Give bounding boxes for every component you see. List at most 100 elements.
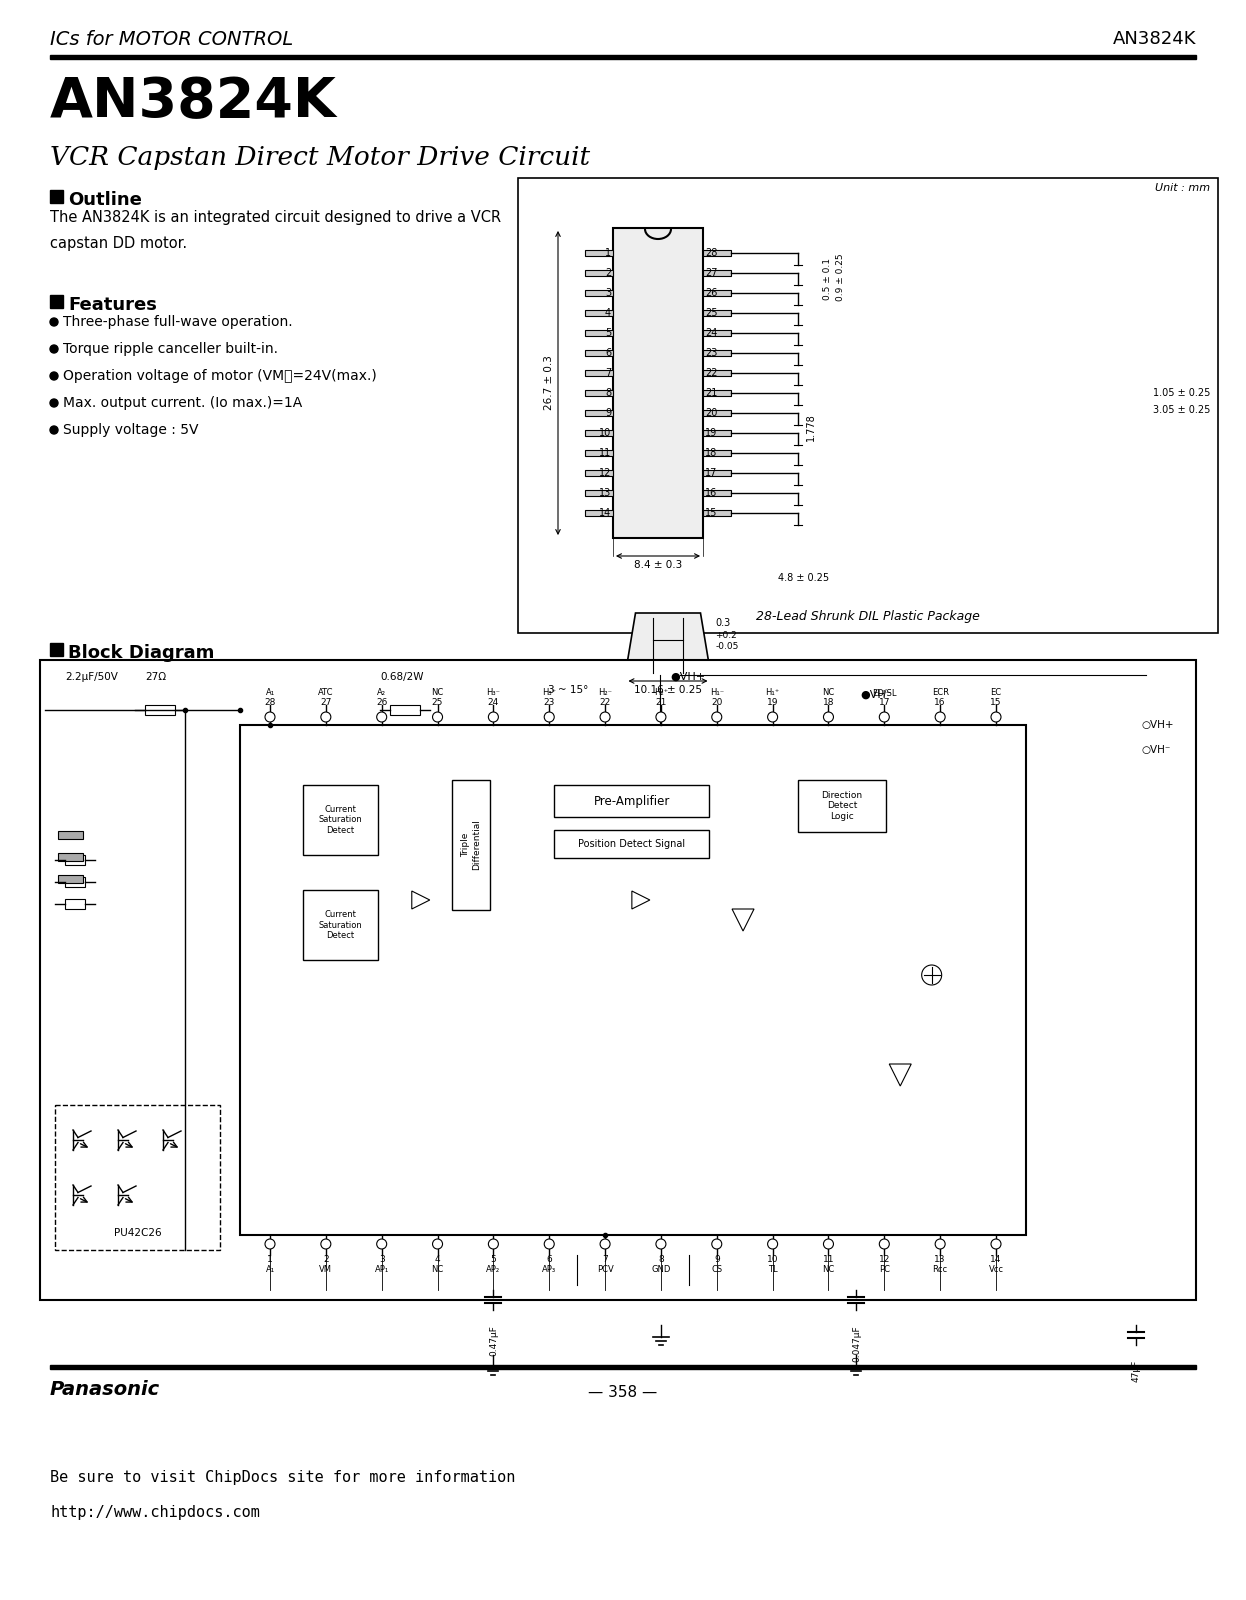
- Text: Position Detect Signal: Position Detect Signal: [578, 838, 685, 850]
- Text: VM: VM: [319, 1266, 333, 1274]
- Bar: [703, 430, 731, 435]
- Text: ○VH⁻: ○VH⁻: [1141, 746, 1170, 755]
- Text: 6: 6: [546, 1254, 552, 1264]
- Text: NC: NC: [431, 688, 444, 698]
- Text: — 358 —: — 358 —: [588, 1386, 658, 1400]
- Text: 22: 22: [705, 368, 718, 378]
- Bar: [50, 294, 64, 307]
- Bar: [586, 490, 613, 496]
- Text: Three-phase full-wave operation.: Three-phase full-wave operation.: [64, 315, 293, 330]
- Text: 4: 4: [435, 1254, 440, 1264]
- Text: 19: 19: [766, 698, 779, 707]
- Text: ●VH+: ●VH+: [670, 672, 705, 682]
- Text: H₁⁺: H₁⁺: [765, 688, 780, 698]
- Circle shape: [880, 712, 890, 722]
- Text: 8.4 ± 0.3: 8.4 ± 0.3: [634, 560, 682, 570]
- Bar: [65, 877, 85, 886]
- Text: 16: 16: [934, 698, 946, 707]
- Text: 27: 27: [320, 698, 331, 707]
- Circle shape: [488, 1238, 498, 1250]
- Bar: [303, 786, 378, 854]
- Text: VCR Capstan Direct Motor Drive Circuit: VCR Capstan Direct Motor Drive Circuit: [50, 146, 591, 170]
- Circle shape: [768, 712, 778, 722]
- Bar: [586, 270, 613, 275]
- Bar: [703, 410, 731, 416]
- Bar: [797, 781, 886, 832]
- Text: ED/SL: ED/SL: [872, 688, 897, 698]
- Text: 11: 11: [822, 1254, 835, 1264]
- Text: 15: 15: [991, 698, 1002, 707]
- Text: 18: 18: [822, 698, 835, 707]
- Text: 14: 14: [599, 509, 611, 518]
- Bar: [59, 853, 83, 861]
- Text: ○VH+: ○VH+: [1141, 720, 1174, 730]
- Bar: [55, 1106, 221, 1250]
- Text: 8: 8: [658, 1254, 664, 1264]
- Bar: [50, 643, 64, 656]
- Circle shape: [265, 1238, 275, 1250]
- Text: Pre-Amplifier: Pre-Amplifier: [593, 795, 670, 808]
- Text: Features: Features: [69, 296, 157, 314]
- Text: The AN3824K is an integrated circuit designed to drive a VCR
capstan DD motor.: The AN3824K is an integrated circuit des…: [50, 210, 501, 251]
- Text: 5: 5: [604, 328, 611, 338]
- Circle shape: [265, 712, 275, 722]
- Text: 25: 25: [705, 307, 718, 318]
- Text: A₁: A₁: [265, 688, 274, 698]
- Text: 5: 5: [491, 1254, 496, 1264]
- Circle shape: [711, 1238, 721, 1250]
- Circle shape: [545, 1238, 554, 1250]
- Text: Unit : mm: Unit : mm: [1155, 182, 1210, 194]
- Text: CS: CS: [711, 1266, 723, 1274]
- Text: AN3824K: AN3824K: [1113, 30, 1196, 48]
- Text: ECR: ECR: [932, 688, 948, 698]
- Text: H₂⁺: H₂⁺: [654, 688, 668, 698]
- Text: 28: 28: [264, 698, 275, 707]
- Text: 10.16 ± 0.25: 10.16 ± 0.25: [634, 685, 701, 694]
- Text: 3: 3: [604, 288, 611, 298]
- Text: Max. output current. (Io max.)=1A: Max. output current. (Io max.)=1A: [64, 395, 303, 410]
- Bar: [59, 875, 83, 883]
- Circle shape: [991, 1238, 1001, 1250]
- Text: 28-Lead Shrunk DIL Plastic Package: 28-Lead Shrunk DIL Plastic Package: [756, 610, 979, 622]
- Text: 7: 7: [604, 368, 611, 378]
- Bar: [703, 290, 731, 296]
- Text: 26: 26: [705, 288, 718, 298]
- Text: 9: 9: [714, 1254, 720, 1264]
- Bar: [50, 1365, 1196, 1370]
- Bar: [586, 470, 613, 477]
- Text: 16: 16: [705, 488, 718, 498]
- Text: 0.5 ± 0.1: 0.5 ± 0.1: [824, 258, 832, 301]
- Circle shape: [50, 318, 59, 326]
- Text: 12: 12: [878, 1254, 890, 1264]
- Text: Operation voltage of motor (VM）=24V(max.): Operation voltage of motor (VM）=24V(max.…: [64, 370, 376, 382]
- Text: 3.05 ± 0.25: 3.05 ± 0.25: [1153, 405, 1210, 414]
- Text: Be sure to visit ChipDocs site for more information: Be sure to visit ChipDocs site for more …: [50, 1470, 516, 1485]
- Bar: [303, 890, 378, 960]
- Bar: [554, 830, 709, 858]
- Text: ATC: ATC: [318, 688, 334, 698]
- Text: Direction
Detect
Logic: Direction Detect Logic: [821, 790, 862, 821]
- Circle shape: [655, 1238, 665, 1250]
- Bar: [50, 190, 64, 203]
- Text: 12: 12: [598, 467, 611, 478]
- Bar: [703, 470, 731, 477]
- Text: Supply voltage : 5V: Supply voltage : 5V: [64, 422, 198, 437]
- Text: 19: 19: [705, 427, 718, 438]
- Text: Block Diagram: Block Diagram: [69, 643, 214, 662]
- Bar: [40, 659, 1196, 1299]
- Bar: [703, 390, 731, 395]
- Text: 17: 17: [878, 698, 890, 707]
- Text: 27: 27: [705, 267, 718, 278]
- Text: 20: 20: [705, 408, 718, 418]
- Text: 3 ~ 15°: 3 ~ 15°: [548, 685, 588, 694]
- Bar: [703, 350, 731, 357]
- Circle shape: [432, 712, 442, 722]
- Polygon shape: [632, 891, 650, 909]
- Text: 1.05 ± 0.25: 1.05 ± 0.25: [1153, 387, 1210, 398]
- Circle shape: [880, 1238, 890, 1250]
- Circle shape: [936, 712, 946, 722]
- Bar: [586, 310, 613, 317]
- Text: 3: 3: [379, 1254, 385, 1264]
- Bar: [703, 370, 731, 376]
- Bar: [518, 178, 1219, 634]
